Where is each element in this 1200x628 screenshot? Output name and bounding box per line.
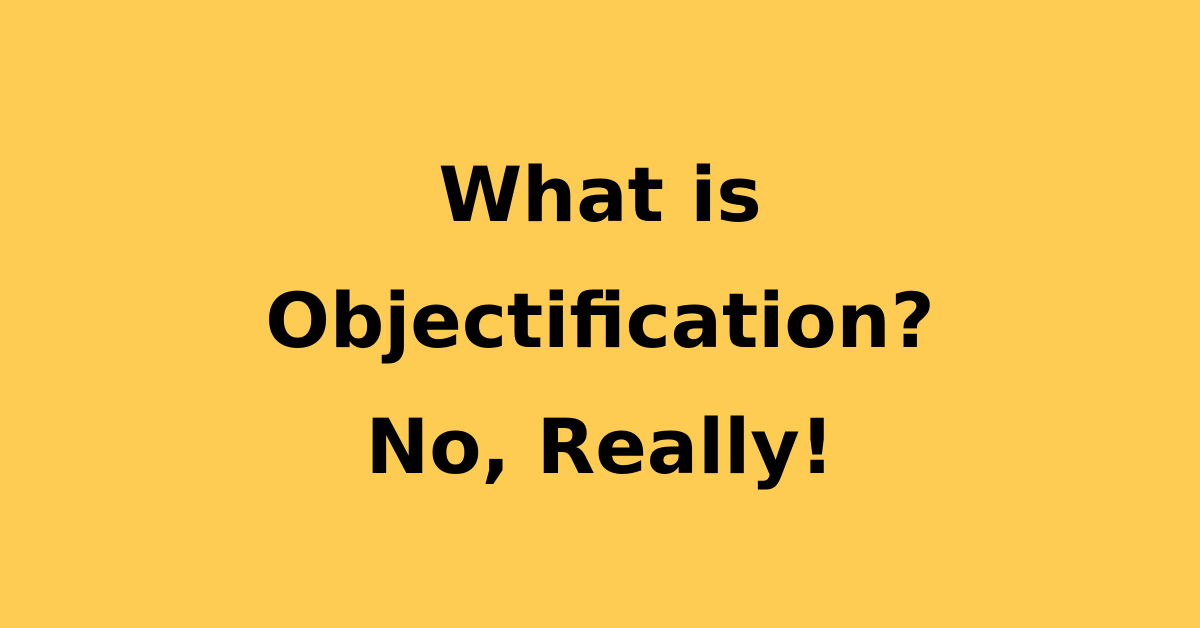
headline-line-2: Objectification? [265,276,935,365]
headline-line-3: No, Really! [365,402,835,491]
headline: What is Objectification? No, Really! [0,132,1200,510]
headline-line-1: What is [438,150,762,239]
